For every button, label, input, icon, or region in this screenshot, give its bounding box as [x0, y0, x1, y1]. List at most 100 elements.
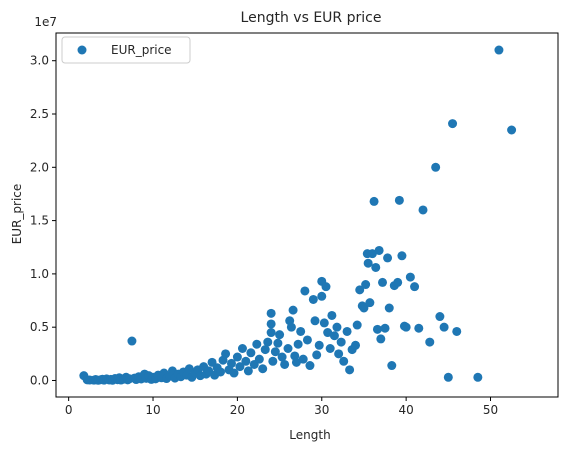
data-point — [229, 368, 239, 378]
legend-box — [61, 36, 191, 64]
data-point — [293, 339, 303, 349]
data-point — [367, 249, 377, 259]
data-point — [226, 358, 236, 368]
x-tick-label: 50 — [483, 403, 498, 417]
data-point — [286, 322, 296, 332]
data-point — [397, 251, 407, 261]
data-point — [263, 337, 273, 347]
data-point — [405, 272, 415, 282]
data-point — [383, 253, 393, 263]
data-point — [308, 294, 318, 304]
data-point — [323, 328, 333, 338]
data-points — [79, 45, 517, 385]
x-tick-label: 20 — [230, 403, 245, 417]
data-point — [418, 205, 428, 215]
x-tick-label: 30 — [314, 403, 329, 417]
data-point — [291, 357, 301, 367]
data-point — [351, 340, 361, 350]
y-offset-text: 1e7 — [34, 15, 57, 29]
data-point — [329, 331, 339, 341]
data-point — [235, 362, 245, 372]
data-point — [393, 277, 403, 287]
data-point — [270, 347, 280, 357]
data-point — [127, 336, 137, 346]
data-point — [345, 365, 355, 375]
data-point — [314, 340, 324, 350]
data-point — [310, 316, 320, 326]
data-point — [371, 262, 381, 272]
y-tick-label: 3.0 — [30, 54, 49, 68]
data-point — [378, 277, 388, 287]
data-point — [266, 319, 276, 329]
y-tick-label: 2.0 — [30, 160, 49, 174]
data-point — [232, 352, 242, 362]
data-point — [359, 303, 369, 313]
data-point — [246, 348, 256, 358]
data-point — [319, 318, 329, 328]
y-tick-label: 1.5 — [30, 214, 49, 228]
data-point — [394, 195, 404, 205]
data-point — [387, 361, 397, 371]
data-point — [252, 339, 262, 349]
data-point — [221, 349, 231, 359]
data-point — [280, 359, 290, 369]
data-point — [216, 367, 226, 377]
data-point — [332, 322, 342, 332]
data-point — [243, 366, 253, 376]
data-point — [241, 356, 251, 366]
x-axis-label: Length — [289, 428, 330, 442]
data-point — [369, 196, 379, 206]
data-point — [410, 282, 420, 292]
data-point — [443, 372, 453, 382]
y-tick-label: 2.5 — [30, 107, 49, 121]
y-tick-label: 0.5 — [30, 320, 49, 334]
data-point — [266, 308, 276, 318]
data-point — [288, 305, 298, 315]
data-point — [374, 245, 384, 255]
data-point — [361, 280, 371, 290]
plot-area — [55, 32, 559, 398]
data-point — [342, 326, 352, 336]
data-point — [414, 323, 424, 333]
y-axis: 0.0 0.5 1.0 1.5 2.0 2.5 3.0 — [30, 54, 56, 387]
legend-marker — [77, 45, 87, 55]
data-point — [384, 303, 394, 313]
data-point — [321, 282, 331, 292]
x-tick-label: 10 — [145, 403, 160, 417]
data-point — [312, 350, 322, 360]
data-point — [300, 286, 310, 296]
chart-title: Length vs EUR price — [241, 10, 382, 26]
data-point — [401, 322, 411, 332]
data-point — [431, 162, 441, 172]
y-tick-label: 0.0 — [30, 373, 49, 387]
data-point — [355, 285, 365, 295]
data-point — [268, 356, 278, 366]
data-point — [237, 344, 247, 353]
data-point — [305, 361, 315, 371]
data-point — [273, 338, 283, 348]
data-point — [473, 372, 483, 382]
data-point — [363, 258, 373, 268]
data-point — [283, 344, 293, 353]
data-point — [277, 352, 287, 362]
x-axis: 0 10 20 30 40 50 — [65, 397, 498, 417]
data-point — [439, 322, 449, 332]
data-point — [317, 291, 327, 301]
data-point — [266, 328, 276, 338]
data-point — [376, 334, 386, 344]
data-point — [380, 323, 390, 333]
data-point — [327, 310, 337, 320]
x-tick-label: 40 — [398, 403, 413, 417]
data-point — [435, 312, 445, 322]
data-point — [425, 337, 435, 347]
data-point — [275, 330, 285, 340]
data-point — [260, 345, 270, 355]
data-point — [494, 45, 504, 55]
data-point — [334, 349, 344, 359]
data-point — [372, 324, 382, 334]
data-point — [336, 337, 346, 347]
data-point — [507, 125, 517, 135]
y-axis-label: EUR_price — [10, 184, 24, 245]
data-point — [296, 326, 306, 336]
